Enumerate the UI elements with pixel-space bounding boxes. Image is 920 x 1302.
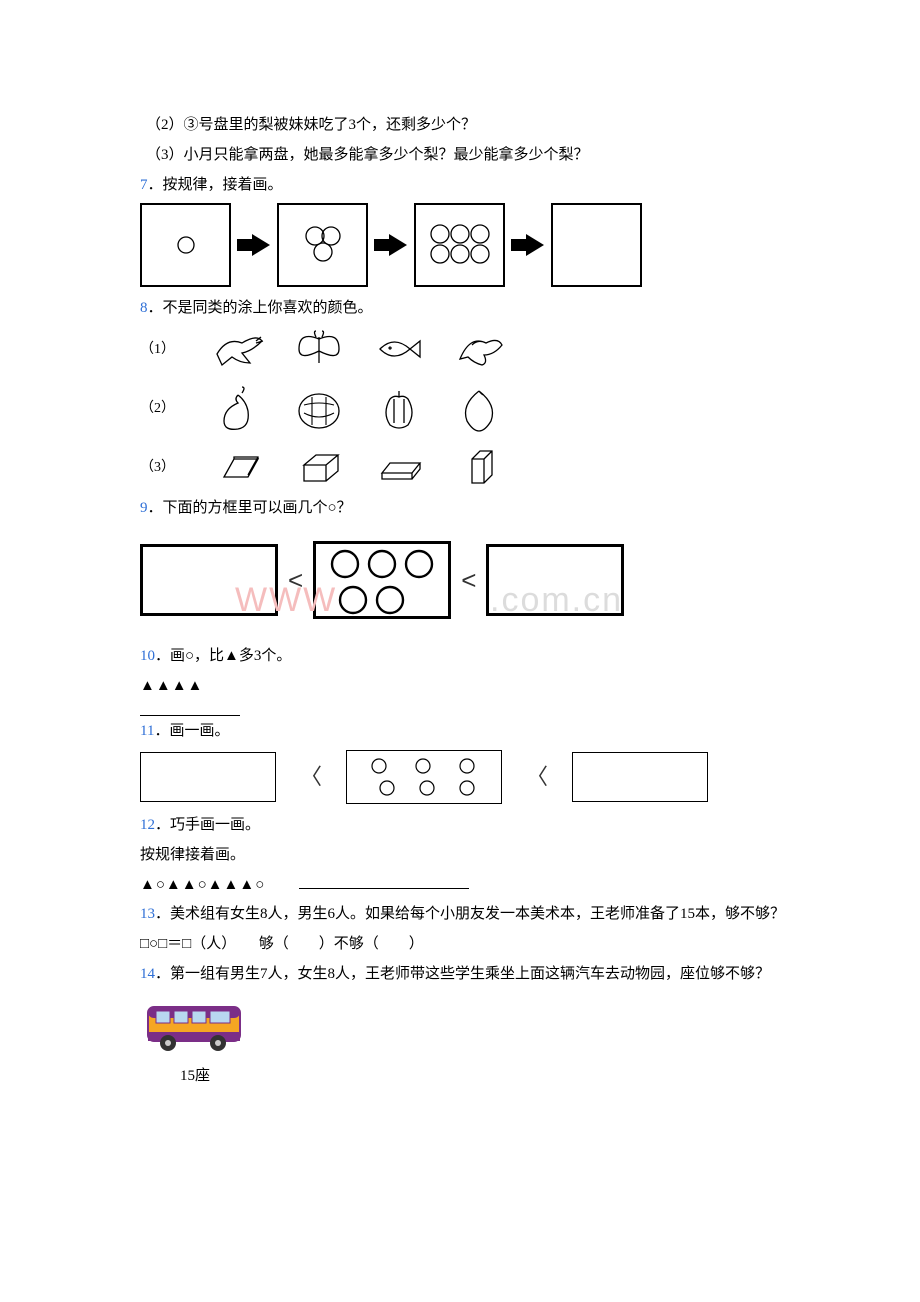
butterfly-icon [292, 329, 346, 371]
row-circles-icon [359, 756, 489, 776]
lt-icon-2: < [451, 556, 486, 604]
q9-row: < < WWW .com.cn [140, 541, 790, 619]
q10-blank [140, 702, 240, 716]
fish-icon [372, 329, 426, 371]
q14-num: 14 [140, 966, 155, 982]
q12-text: ．巧手画一画。 [155, 817, 260, 833]
two-circles-row-icon [327, 584, 437, 616]
q11-text: ．画一画。 [154, 723, 229, 739]
q8-row2: （2） [140, 385, 790, 433]
peach-icon [452, 385, 506, 433]
circle-icon [176, 235, 196, 255]
eggplant-icon [212, 385, 266, 433]
q7-line: 7．按规律，接着画。 [140, 172, 790, 200]
dove-icon [452, 329, 506, 371]
q12-pattern: ▲○▲▲○▲▲▲○ [140, 877, 265, 893]
q13-line: 13．美术组有女生8人，男生6人。如果给每个小朋友发一本美术本，王老师准备了15… [140, 901, 790, 929]
q7-box3 [414, 203, 505, 287]
cube-icon [292, 447, 346, 489]
q8-row3: （3） [140, 447, 790, 489]
q8-num: 8 [140, 300, 148, 316]
six-circles-icon [425, 221, 495, 269]
q8-line: 8．不是同类的涂上你喜欢的颜色。 [140, 295, 790, 323]
q11-row: 〈 〈 [140, 750, 790, 804]
q10-triangles: ▲▲▲▲ [140, 673, 790, 701]
pepper-icon [372, 385, 426, 433]
q14-bus: 15座 [140, 993, 790, 1092]
q12-pattern-line: ▲○▲▲○▲▲▲○ [140, 872, 790, 900]
parallelogram-icon [212, 447, 266, 489]
lt-icon: < [278, 556, 313, 604]
three-circles-row-icon [327, 548, 437, 580]
q7-box4 [551, 203, 642, 287]
tall-box-icon [452, 447, 506, 489]
cabbage-icon [292, 385, 346, 433]
q7-box2 [277, 203, 368, 287]
q10-line: 10．画○，比▲多3个。 [140, 643, 790, 671]
q14-text: ．第一组有男生7人，女生8人，王老师带这些学生乘坐上面这辆汽车去动物园，座位够不… [155, 966, 770, 982]
lt-icon-3: 〈 [276, 757, 346, 798]
q12-sub: 按规律接着画。 [140, 842, 790, 870]
flat-box-icon [372, 447, 426, 489]
q11-box-right [572, 752, 708, 802]
q9-box-left [140, 544, 278, 616]
q7-num: 7 [140, 177, 148, 193]
q12-num: 12 [140, 817, 155, 833]
bus-icon [140, 993, 250, 1055]
q11-num: 11 [140, 723, 154, 739]
q10-num: 10 [140, 648, 155, 664]
q6-sub3: （3）小月只能拿两盘，她最多能拿多少个梨？最少能拿多少个梨？ [140, 142, 790, 170]
q7-box1 [140, 203, 231, 287]
q7-figure-row [140, 203, 790, 287]
bird-icon [212, 329, 266, 371]
q12-line: 12．巧手画一画。 [140, 812, 790, 840]
q12-blank [299, 877, 469, 889]
q13-num: 13 [140, 906, 155, 922]
q9-text: ．下面的方框里可以画几个○？ [148, 500, 352, 516]
q8-row1: （1） [140, 329, 790, 371]
q9-box-mid [313, 541, 451, 619]
q11-box-mid [346, 750, 502, 804]
q7-text: ．按规律，接着画。 [148, 177, 283, 193]
lt-icon-4: 〈 [502, 757, 572, 798]
row-circles-icon-2 [359, 778, 489, 798]
q13-text: ．美术组有女生8人，男生6人。如果给每个小朋友发一本美术本，王老师准备了15本，… [155, 906, 785, 922]
q13-expr: □○□＝□（人） 够（ ）不够（ ） [140, 931, 790, 959]
q9-line: 9．下面的方框里可以画几个○？ [140, 495, 790, 523]
q11-box-left [140, 752, 276, 802]
q9-num: 9 [140, 500, 148, 516]
q10-text: ．画○，比▲多3个。 [155, 648, 291, 664]
q8-rows: （1） （2） （3） [140, 329, 790, 489]
q8-text: ．不是同类的涂上你喜欢的颜色。 [148, 300, 373, 316]
q14-line: 14．第一组有男生7人，女生8人，王老师带这些学生乘坐上面这辆汽车去动物园，座位… [140, 961, 790, 989]
q6-sub2: （2）③号盘里的梨被妹妹吃了3个，还剩多少个？ [140, 112, 790, 140]
three-circles-icon [298, 223, 348, 267]
q14-seat-label: 15座 [140, 1063, 250, 1091]
q9-box-right [486, 544, 624, 616]
q11-line: 11．画一画。 [140, 718, 790, 746]
